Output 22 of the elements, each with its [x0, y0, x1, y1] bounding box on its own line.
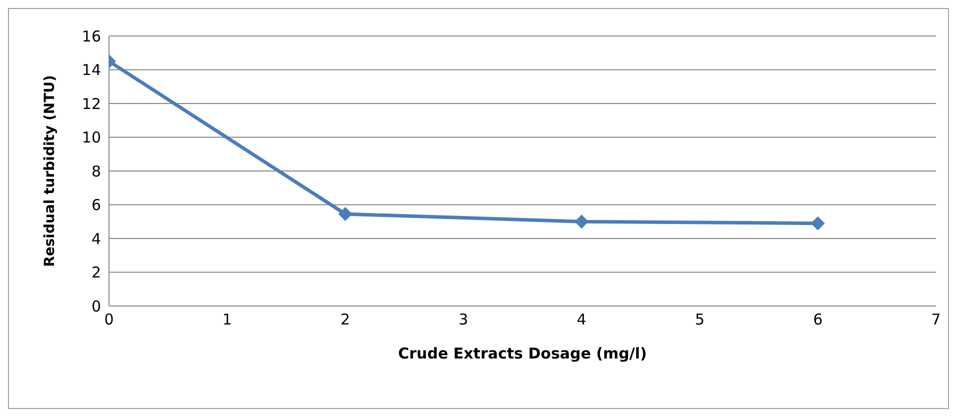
y-tick-label: 6 [91, 196, 101, 214]
point [810, 216, 825, 230]
y-tick-label: 0 [91, 297, 101, 316]
x-tick-label: 4 [576, 310, 586, 329]
y-tick-label: 4 [91, 230, 101, 248]
y-tick-label: 8 [91, 162, 101, 180]
x-tick-label: 0 [104, 310, 114, 329]
y-tick-label: 10 [82, 128, 101, 147]
x-tick-label: 5 [694, 310, 704, 329]
point [574, 214, 589, 229]
y-tick-label: 16 [82, 27, 101, 46]
x-tick-label: 7 [931, 310, 941, 329]
x-tick-label: 6 [813, 310, 823, 329]
y-tick-label: 14 [82, 61, 101, 80]
y-tick-label: 12 [82, 94, 101, 113]
x-axis-title: Crude Extracts Dosage (mg/l) [398, 344, 647, 363]
x-tick-label: 3 [458, 310, 468, 329]
y-axis-title: Residual turbidity (NTU) [42, 75, 58, 267]
point [338, 207, 352, 222]
x-tick-label: 2 [340, 310, 350, 329]
x-tick-label: 1 [222, 310, 232, 329]
y-tick-label: 2 [91, 264, 101, 282]
